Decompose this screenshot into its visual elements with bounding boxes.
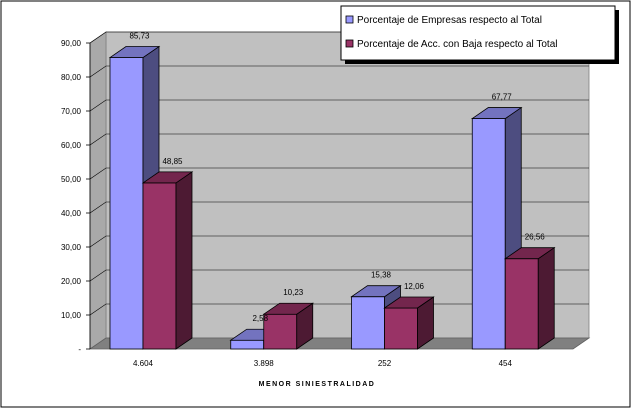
bar-side: [175, 171, 193, 350]
data-label-empresas-1: 2,58: [252, 314, 268, 323]
gridline: [89, 133, 589, 146]
y-tick-label: 80,00: [61, 73, 82, 82]
bar-top: [383, 296, 435, 309]
bar-front: [263, 313, 298, 350]
category-labels: 4.604 3.898 252 454: [133, 359, 512, 368]
category-label-3: 454: [499, 359, 513, 368]
bar-accidentes-3: [503, 246, 556, 350]
y-tick-label: 70,00: [61, 107, 82, 116]
x-axis-title: MENOR SINIESTRALIDAD: [259, 381, 376, 388]
bar-side: [537, 246, 555, 350]
legend-swatch-empresas: [345, 15, 354, 24]
legend-swatch-accidentes: [345, 39, 354, 48]
bar-top: [470, 107, 523, 119]
data-label-empresas-2: 15,38: [371, 271, 392, 280]
y-tick-label: 60,00: [61, 141, 82, 150]
bar-accidentes-1: [262, 302, 315, 350]
bar-front: [504, 258, 539, 350]
bar-top: [262, 302, 315, 315]
y-tick-label: 40,00: [61, 209, 82, 218]
data-labels: 85,73 48,85 2,58 10,23 15,38 12,06 67,77 26,56: [129, 32, 545, 324]
data-label-empresas-0: 85,73: [129, 32, 150, 41]
bar-accidentes-0: [141, 171, 194, 350]
plot-walls: [88, 31, 591, 350]
y-tick-label: -: [78, 345, 81, 354]
category-label-1: 3.898: [254, 359, 275, 368]
data-label-empresas-3: 67,77: [492, 93, 513, 102]
data-label-accidentes-2: 12,06: [404, 282, 425, 291]
category-label-2: 252: [378, 359, 392, 368]
gridline: [89, 201, 589, 214]
legend-box: [340, 5, 616, 61]
data-label-accidentes-0: 48,85: [162, 157, 183, 166]
gridline: [89, 65, 589, 78]
y-tick-label: 30,00: [61, 243, 82, 252]
data-label-accidentes-3: 26,56: [525, 233, 546, 242]
legend-label-accidentes: Porcentaje de Acc. con Baja respecto al …: [357, 39, 558, 50]
y-tick-label: 90,00: [61, 39, 82, 48]
data-label-accidentes-1: 10,23: [283, 288, 304, 297]
bar-front: [230, 339, 265, 350]
bar-top: [141, 171, 194, 184]
gridline: [89, 167, 589, 180]
y-tick-label: 20,00: [61, 277, 82, 286]
bar-front: [384, 307, 418, 350]
bar-front: [351, 296, 385, 350]
side-wall: [89, 31, 107, 350]
y-tick-label: 50,00: [61, 175, 82, 184]
bars: [108, 45, 556, 350]
bar-top: [350, 285, 402, 298]
legend-label-empresas: Porcentaje de Empresas respecto al Total: [357, 15, 542, 26]
bar-top: [503, 247, 556, 260]
bar-front: [471, 118, 506, 350]
legend: Porcentaje de Empresas respecto al Total…: [340, 5, 619, 64]
gridline: [89, 269, 589, 282]
bar-accidentes-2: [383, 296, 435, 350]
category-label-0: 4.604: [133, 359, 154, 368]
bar-top: [108, 46, 161, 58]
gridline: [89, 235, 589, 248]
y-tick-label: 10,00: [61, 311, 82, 320]
y-axis: - 10,00 20,00 30,00 40,00 50,00 60,00 70,00 80,0…: [61, 39, 91, 354]
gridline: [89, 99, 589, 112]
bar-front: [142, 182, 177, 350]
bar-front: [109, 57, 144, 350]
